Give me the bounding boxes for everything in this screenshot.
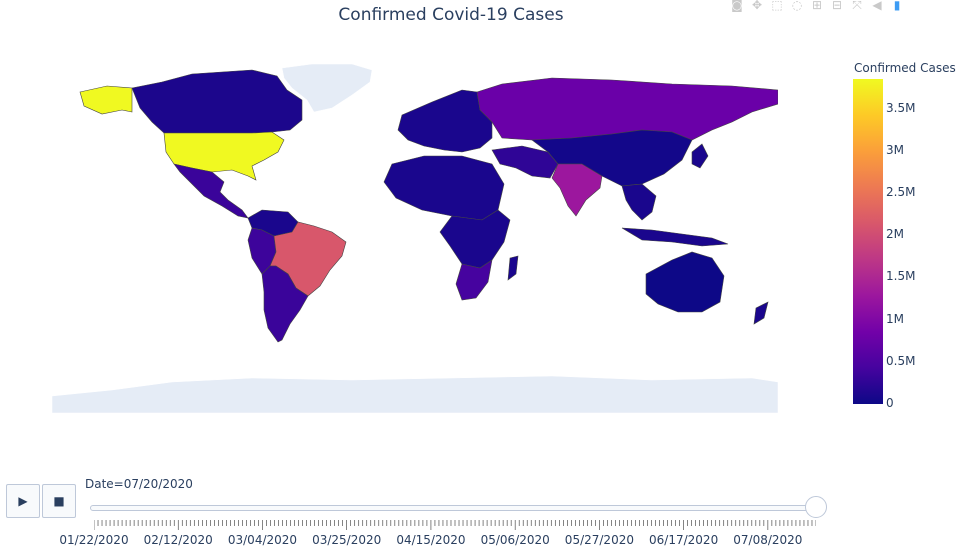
- country-japan[interactable]: [691, 143, 709, 169]
- colorbar-tick-label: 0: [886, 396, 894, 410]
- slider-tick-label: 01/22/2020: [59, 533, 129, 547]
- country-russia[interactable]: [476, 77, 778, 141]
- region-europe[interactable]: [397, 89, 493, 153]
- region-antarctica: [52, 375, 778, 413]
- country-canada[interactable]: [131, 69, 303, 134]
- country-mexico[interactable]: [173, 163, 249, 219]
- autoscale-icon[interactable]: ⤧: [852, 0, 862, 12]
- colorbar-gradient: [853, 79, 883, 404]
- country-chile[interactable]: [261, 265, 309, 343]
- plotly-logo-icon[interactable]: ▮: [893, 0, 901, 12]
- world-map[interactable]: [52, 60, 778, 413]
- reset-icon[interactable]: ◀: [872, 0, 882, 12]
- slider-ticks: [94, 520, 816, 530]
- colorbar-tick-label: 1M: [886, 311, 904, 326]
- zoom-out-icon[interactable]: ⊟: [831, 0, 843, 12]
- camera-icon[interactable]: ◙: [731, 0, 743, 12]
- country-south-africa[interactable]: [455, 259, 493, 301]
- slider-rail[interactable]: [90, 505, 822, 511]
- stop-button[interactable]: ■: [42, 484, 76, 518]
- region-southeast-asia[interactable]: [621, 183, 657, 221]
- slider-tick-label: 03/25/2020: [312, 533, 382, 547]
- chart-title: Confirmed Covid-19 Cases: [338, 5, 564, 25]
- country-greenland[interactable]: [281, 63, 373, 113]
- colorbar-tick-label: 3M: [886, 142, 904, 157]
- colorbar-tick-label: 2M: [886, 227, 904, 242]
- country-india[interactable]: [551, 163, 603, 217]
- slider-tick-label: 05/06/2020: [480, 533, 550, 547]
- box-select-icon[interactable]: ⬚: [771, 0, 783, 12]
- colorbar-tick-label: 3.5M: [886, 100, 916, 115]
- slider-tick-label: 03/04/2020: [227, 533, 298, 547]
- country-indonesia[interactable]: [621, 227, 729, 247]
- slider-tick-label: 02/12/2020: [143, 533, 213, 547]
- colorbar: [853, 79, 883, 404]
- slider-handle[interactable]: [805, 496, 827, 518]
- zoom-in-icon[interactable]: ⊞: [811, 0, 823, 12]
- slider-tick-label: 05/27/2020: [564, 533, 634, 547]
- country-alaska[interactable]: [79, 85, 133, 115]
- slider-tick-label: 06/17/2020: [649, 533, 719, 547]
- colorbar-title: Confirmed Cases: [854, 61, 956, 75]
- country-australia[interactable]: [645, 251, 725, 313]
- lasso-icon[interactable]: ◌: [791, 0, 803, 12]
- colorbar-tick-label: 1.5M: [886, 269, 916, 284]
- slider-tick-label: 04/15/2020: [396, 533, 466, 547]
- country-new-zealand[interactable]: [753, 301, 769, 325]
- slider-tick-label: 07/08/2020: [733, 533, 803, 547]
- play-button[interactable]: ▶: [6, 484, 40, 518]
- country-madagascar[interactable]: [507, 255, 519, 281]
- colorbar-tick-label: 2.5M: [886, 184, 916, 199]
- country-iran[interactable]: [491, 145, 559, 179]
- slider-current-value: Date=07/20/2020: [85, 477, 193, 491]
- colorbar-tick-label: 0.5M: [886, 353, 916, 368]
- modebar: ◙ ✥ ⬚ ◌ ⊞ ⊟ ⤧ ◀ ▮: [730, 0, 904, 12]
- pan-icon[interactable]: ✥: [751, 0, 763, 12]
